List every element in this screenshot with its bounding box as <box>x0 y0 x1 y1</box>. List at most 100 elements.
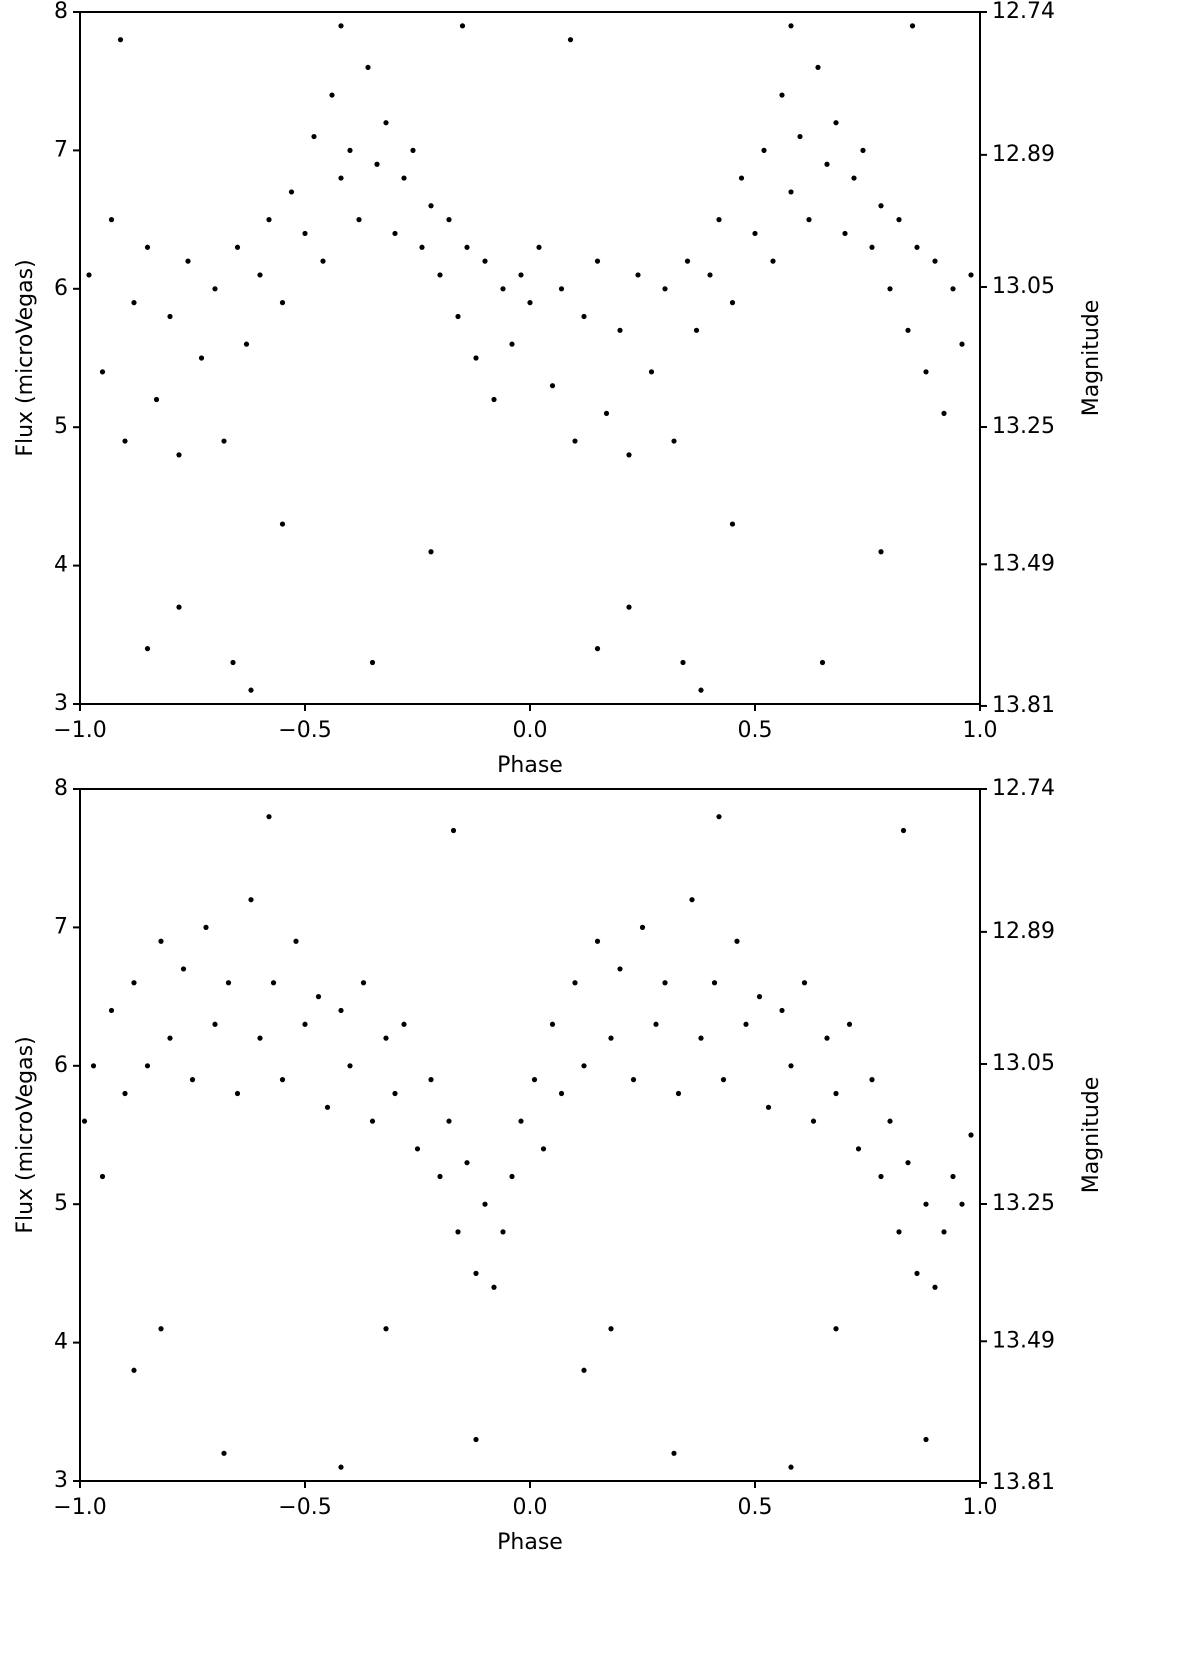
data-point <box>968 1132 974 1138</box>
data-point <box>279 1077 286 1083</box>
data-point <box>878 203 884 209</box>
data-point <box>338 1007 344 1014</box>
data-point <box>270 980 277 986</box>
data-point <box>639 924 646 931</box>
data-point <box>401 175 407 181</box>
y2-axis-label: Magnitude <box>1079 1077 1104 1194</box>
data-point <box>617 327 623 333</box>
data-point <box>869 1077 875 1083</box>
data-point <box>437 1173 443 1180</box>
y2-tick-label: 13.81 <box>992 1470 1055 1495</box>
data-point <box>878 1173 884 1180</box>
data-point <box>153 396 160 403</box>
y2-tick-label: 13.49 <box>992 551 1055 576</box>
data-point <box>788 23 794 29</box>
data-point <box>905 1160 911 1166</box>
data-point <box>234 244 241 250</box>
y-tick-label: 3 <box>54 1468 68 1493</box>
data-point <box>608 1326 614 1332</box>
data-point <box>189 1077 196 1083</box>
y-tick-label: 6 <box>54 1053 68 1078</box>
data-point <box>689 897 695 903</box>
data-point <box>482 1201 488 1207</box>
data-point <box>302 230 308 237</box>
data-point <box>594 938 601 944</box>
y-tick-label: 8 <box>54 776 68 801</box>
data-point <box>941 410 947 416</box>
data-point <box>117 37 124 43</box>
x-tick-label: −0.5 <box>278 1495 331 1520</box>
data-point <box>383 1326 389 1332</box>
data-point <box>855 1146 862 1152</box>
data-point <box>572 438 578 444</box>
data-point <box>491 396 497 403</box>
data-point <box>896 1229 902 1235</box>
data-point <box>167 1035 173 1041</box>
data-point <box>761 147 767 153</box>
data-point <box>833 1090 839 1097</box>
data-point <box>797 133 803 140</box>
data-point <box>558 1090 565 1097</box>
data-point <box>653 1021 659 1027</box>
data-point <box>594 646 601 652</box>
data-point <box>860 147 866 153</box>
data-point <box>923 1201 929 1207</box>
data-point <box>180 966 187 972</box>
data-point <box>500 286 506 292</box>
data-point <box>581 313 587 320</box>
data-point <box>896 217 902 223</box>
y2-tick-label: 12.89 <box>992 142 1055 167</box>
data-point <box>671 438 677 444</box>
data-point <box>414 1146 421 1152</box>
data-point <box>752 230 758 237</box>
x-tick-label: −1.0 <box>53 1495 106 1520</box>
data-point <box>680 659 686 666</box>
data-point <box>959 341 965 347</box>
y2-tick-label: 13.49 <box>992 1328 1055 1353</box>
data-point <box>221 438 227 444</box>
data-point <box>419 244 425 250</box>
data-point <box>824 1035 830 1041</box>
data-point <box>887 286 893 292</box>
data-point <box>923 369 929 375</box>
data-point <box>509 341 515 347</box>
data-point <box>230 659 236 666</box>
data-point <box>99 1173 106 1180</box>
data-point <box>500 1229 506 1235</box>
data-point <box>437 272 443 278</box>
data-point <box>320 258 326 264</box>
data-point <box>360 980 367 986</box>
data-point <box>455 313 461 320</box>
x-tick-label: 0.0 <box>513 718 548 743</box>
data-point <box>234 1090 241 1097</box>
data-point <box>392 1090 398 1097</box>
data-point <box>347 147 353 153</box>
x-tick-label: 1.0 <box>963 1495 998 1520</box>
x-tick-label: −1.0 <box>53 718 106 743</box>
data-point <box>279 300 286 306</box>
data-point <box>878 549 884 555</box>
data-point <box>473 1270 479 1276</box>
data-point <box>365 64 371 70</box>
data-point <box>630 1077 637 1083</box>
data-point <box>581 1063 587 1069</box>
data-point <box>315 994 322 1000</box>
data-point <box>788 1464 794 1470</box>
data-point <box>914 1270 920 1276</box>
data-point <box>662 980 668 986</box>
data-point <box>311 133 317 140</box>
x-tick-label: −0.5 <box>278 718 331 743</box>
data-point <box>248 687 254 693</box>
data-point <box>266 814 272 820</box>
data-point <box>842 230 848 237</box>
data-point <box>720 1077 727 1083</box>
data-point <box>401 1021 407 1027</box>
x-axis-label: Phase <box>497 753 563 778</box>
y2-tick-label: 12.74 <box>992 0 1055 24</box>
plot-frame <box>79 788 981 1482</box>
data-point <box>581 1367 587 1373</box>
data-point <box>90 1063 97 1069</box>
data-point <box>788 1063 794 1069</box>
y-tick-label: 3 <box>54 691 68 716</box>
